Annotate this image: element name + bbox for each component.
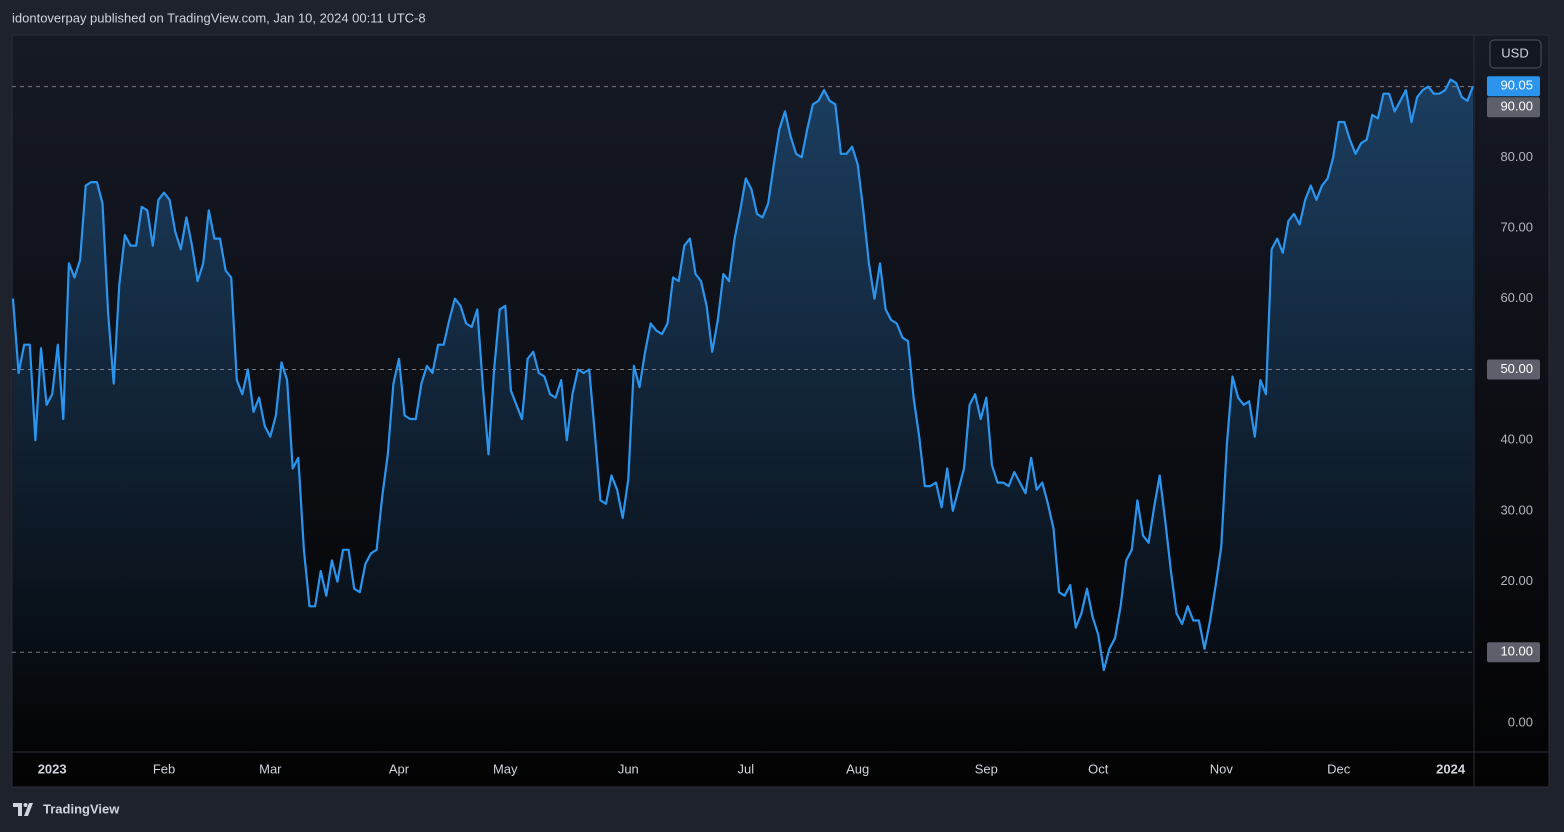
x-tick-label: Aug xyxy=(846,761,869,776)
y-tick-label: 70.00 xyxy=(1500,219,1533,234)
y-tick-label: 20.00 xyxy=(1500,573,1533,588)
level-box xyxy=(1487,359,1540,380)
level-label: 50.00 xyxy=(1500,361,1533,376)
x-tick-label: 2023 xyxy=(38,761,67,776)
x-tick-label: Sep xyxy=(975,761,998,776)
level-label: 10.00 xyxy=(1500,644,1533,659)
level-label: 90.00 xyxy=(1500,99,1533,114)
x-tick-label: Jul xyxy=(737,761,754,776)
level-box xyxy=(1487,642,1540,663)
y-tick-label: 0.00 xyxy=(1508,714,1533,729)
currency-button[interactable] xyxy=(1489,39,1542,69)
last-price-box xyxy=(1487,76,1540,97)
y-tick-label: 30.00 xyxy=(1500,502,1533,517)
header: idontoverpay published on TradingView.co… xyxy=(12,10,426,25)
x-tick-label: Nov xyxy=(1210,761,1234,776)
area xyxy=(13,79,1473,752)
x-tick-label: Apr xyxy=(389,761,410,776)
level-box xyxy=(1487,97,1540,118)
x-tick-label: Mar xyxy=(259,761,282,776)
logo xyxy=(13,803,33,816)
currency[interactable]: USD xyxy=(1501,45,1528,60)
y-tick-label: 80.00 xyxy=(1500,149,1533,164)
line xyxy=(12,78,1474,672)
x-tick-label: 2024 xyxy=(1436,761,1466,776)
axes: 0.00 10.00 20.00 30.00 40.00 50.00 60.00 70.00 8… xyxy=(38,76,1540,776)
x-tick-label: Dec xyxy=(1327,761,1351,776)
x-tick-label: Oct xyxy=(1088,761,1109,776)
last-price-label: 90.05 xyxy=(1500,78,1533,93)
x-tick-label: May xyxy=(493,761,518,776)
x-tick-label: Jun xyxy=(618,761,639,776)
x-tick-label: Feb xyxy=(153,761,175,776)
y-tick-label: 40.00 xyxy=(1500,432,1533,447)
footer: TradingView xyxy=(43,801,120,816)
y-tick-label: 60.00 xyxy=(1500,290,1533,305)
plot xyxy=(12,78,1474,752)
